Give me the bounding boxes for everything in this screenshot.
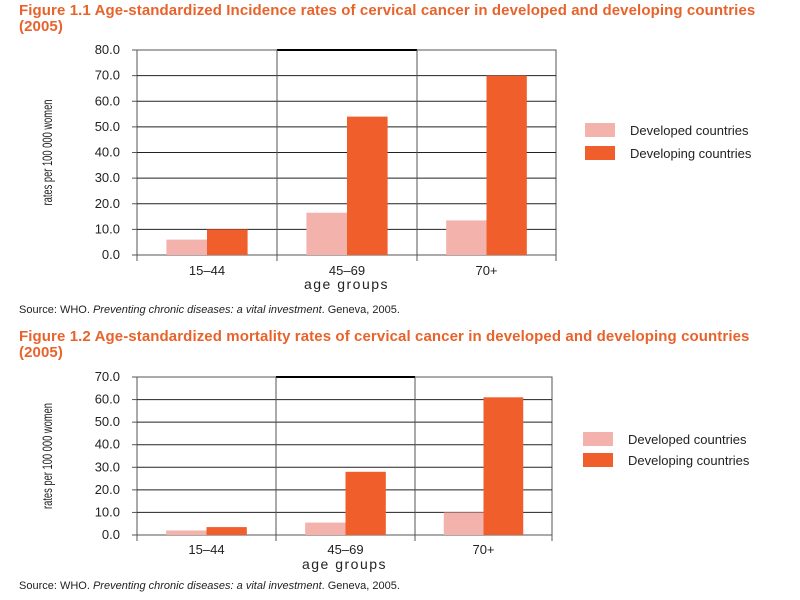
legend-swatch-developed bbox=[585, 123, 615, 137]
x-axis-label: age groups bbox=[302, 556, 387, 572]
y-axis-label: rates per 100 000 women bbox=[40, 403, 55, 509]
bar-developed bbox=[166, 530, 207, 535]
legend-label-developing: Developing countries bbox=[630, 146, 752, 161]
source-suffix: . Geneva, 2005. bbox=[321, 580, 400, 592]
category-label: 45–69 bbox=[327, 542, 363, 557]
y-tick-label: 70.0 bbox=[95, 369, 120, 384]
legend-label-developed: Developed countries bbox=[628, 432, 747, 447]
bar-developing bbox=[345, 471, 386, 535]
bar-developing bbox=[347, 116, 388, 255]
y-tick-label: 10.0 bbox=[95, 221, 120, 236]
legend-swatch-developing bbox=[583, 453, 613, 467]
y-tick-label: 10.0 bbox=[95, 504, 120, 519]
bar-developing bbox=[206, 527, 247, 535]
category-label: 70+ bbox=[475, 263, 497, 278]
y-tick-label: 50.0 bbox=[95, 119, 120, 134]
y-tick-label: 70.0 bbox=[95, 68, 120, 83]
y-tick-label: 30.0 bbox=[95, 170, 120, 185]
incidence-chart: 0.0 10.0 20.0 30.0 40.0 50.0 60.0 70.0 80.0 15–44… bbox=[40, 42, 752, 292]
legend-label-developing: Developing countries bbox=[628, 453, 750, 468]
legend-label-developed: Developed countries bbox=[630, 123, 749, 138]
y-tick-label: 50.0 bbox=[95, 414, 120, 429]
bar-developing bbox=[483, 397, 524, 535]
x-axis-label: age groups bbox=[304, 276, 389, 292]
category-label: 70+ bbox=[472, 542, 494, 557]
category-label: 15–44 bbox=[189, 263, 225, 278]
bar-developing bbox=[207, 229, 248, 255]
bar-developed bbox=[166, 239, 207, 255]
source-title: Preventing chronic diseases: a vital inv… bbox=[92, 580, 322, 592]
source-prefix: Source: WHO. bbox=[19, 304, 93, 316]
y-tick-label: 40.0 bbox=[95, 145, 120, 160]
figure-1-1-title: Figure 1.1 Age-standardized Incidence ra… bbox=[19, 2, 756, 35]
bar-developed bbox=[443, 512, 484, 535]
figure-1-1-source: Source: WHO. Preventing chronic diseases… bbox=[19, 304, 400, 316]
category-label: 45–69 bbox=[329, 263, 365, 278]
source-suffix: . Geneva, 2005. bbox=[321, 304, 400, 316]
source-prefix: Source: WHO. bbox=[19, 580, 93, 592]
y-tick-label: 0.0 bbox=[102, 247, 120, 262]
figure-1-2-source: Source: WHO. Preventing chronic diseases… bbox=[19, 580, 400, 592]
source-title: Preventing chronic diseases: a vital inv… bbox=[92, 304, 322, 316]
figure-1-2-title: Figure 1.2 Age-standardized mortality ra… bbox=[19, 328, 750, 361]
y-tick-label: 40.0 bbox=[95, 437, 120, 452]
mortality-chart: 0.0 10.0 20.0 30.0 40.0 50.0 60.0 70.0 15–44 45–6… bbox=[40, 369, 750, 572]
bar-developed bbox=[446, 220, 487, 255]
legend-swatch-developing bbox=[585, 146, 615, 160]
y-tick-label: 30.0 bbox=[95, 459, 120, 474]
legend-swatch-developed bbox=[583, 432, 613, 446]
y-tick-label: 60.0 bbox=[95, 392, 120, 407]
bar-developed bbox=[306, 212, 347, 255]
y-tick-label: 80.0 bbox=[95, 42, 120, 57]
y-tick-label: 20.0 bbox=[95, 482, 120, 497]
y-axis-label: rates per 100 000 women bbox=[40, 100, 55, 206]
category-label: 15–44 bbox=[188, 542, 224, 557]
bar-developed bbox=[305, 522, 346, 535]
bar-developing bbox=[486, 75, 527, 255]
y-tick-label: 20.0 bbox=[95, 196, 120, 211]
y-tick-label: 60.0 bbox=[95, 93, 120, 108]
y-tick-label: 0.0 bbox=[102, 527, 120, 542]
